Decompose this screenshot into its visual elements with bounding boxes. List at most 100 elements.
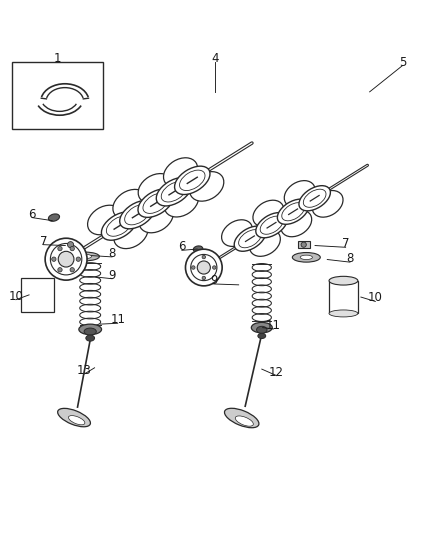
Text: 7: 7 xyxy=(342,237,350,251)
Ellipse shape xyxy=(191,168,209,183)
Ellipse shape xyxy=(125,205,150,225)
Ellipse shape xyxy=(178,176,196,191)
Ellipse shape xyxy=(266,217,283,230)
Ellipse shape xyxy=(225,408,259,427)
Ellipse shape xyxy=(260,216,283,235)
Text: 5: 5 xyxy=(399,55,406,69)
Ellipse shape xyxy=(185,249,222,286)
Ellipse shape xyxy=(251,227,267,240)
Circle shape xyxy=(212,266,216,269)
Ellipse shape xyxy=(191,254,217,280)
Ellipse shape xyxy=(128,208,145,222)
Ellipse shape xyxy=(138,189,173,217)
Ellipse shape xyxy=(282,207,298,220)
Ellipse shape xyxy=(49,214,60,221)
Ellipse shape xyxy=(284,181,315,207)
Ellipse shape xyxy=(234,226,266,251)
Ellipse shape xyxy=(314,188,329,200)
Ellipse shape xyxy=(197,261,210,274)
Ellipse shape xyxy=(250,230,280,256)
Ellipse shape xyxy=(298,197,314,211)
Text: 11: 11 xyxy=(266,319,281,332)
Ellipse shape xyxy=(139,203,173,233)
Ellipse shape xyxy=(299,185,330,211)
Ellipse shape xyxy=(235,416,253,426)
Circle shape xyxy=(202,255,205,259)
Bar xyxy=(12,62,103,129)
Text: 1: 1 xyxy=(54,52,61,65)
Ellipse shape xyxy=(329,310,358,317)
Text: 8: 8 xyxy=(108,247,116,260)
Ellipse shape xyxy=(71,252,99,261)
Ellipse shape xyxy=(50,244,82,275)
Ellipse shape xyxy=(68,416,85,425)
Ellipse shape xyxy=(86,335,95,341)
Ellipse shape xyxy=(312,190,343,217)
Text: 8: 8 xyxy=(346,252,353,265)
Ellipse shape xyxy=(84,328,96,335)
Ellipse shape xyxy=(190,172,224,201)
Ellipse shape xyxy=(277,199,309,224)
Text: 7: 7 xyxy=(40,235,47,248)
Bar xyxy=(297,241,310,248)
Ellipse shape xyxy=(166,184,184,199)
Text: 6: 6 xyxy=(178,240,186,253)
Ellipse shape xyxy=(45,238,87,280)
Ellipse shape xyxy=(193,246,203,252)
Bar xyxy=(329,281,358,313)
Ellipse shape xyxy=(235,237,251,249)
Ellipse shape xyxy=(253,200,284,227)
Text: 11: 11 xyxy=(110,313,125,326)
Text: 6: 6 xyxy=(28,208,36,221)
Ellipse shape xyxy=(141,200,158,214)
Ellipse shape xyxy=(300,255,312,260)
Circle shape xyxy=(76,257,81,261)
Ellipse shape xyxy=(282,203,304,221)
Ellipse shape xyxy=(163,158,198,187)
Ellipse shape xyxy=(58,252,74,267)
Ellipse shape xyxy=(101,212,137,240)
Ellipse shape xyxy=(78,254,92,259)
Ellipse shape xyxy=(304,189,326,207)
Bar xyxy=(64,241,77,248)
Ellipse shape xyxy=(175,166,210,195)
Text: 9: 9 xyxy=(108,269,116,282)
Ellipse shape xyxy=(113,189,147,219)
Ellipse shape xyxy=(258,333,266,338)
Circle shape xyxy=(58,246,62,251)
Ellipse shape xyxy=(120,200,155,229)
Ellipse shape xyxy=(58,408,91,427)
Circle shape xyxy=(58,268,62,272)
Ellipse shape xyxy=(256,213,287,238)
Ellipse shape xyxy=(156,177,192,206)
Bar xyxy=(21,278,54,312)
Text: 12: 12 xyxy=(269,366,284,378)
Ellipse shape xyxy=(239,230,261,248)
Ellipse shape xyxy=(143,193,169,213)
Ellipse shape xyxy=(161,182,187,202)
Text: 13: 13 xyxy=(77,364,92,377)
Ellipse shape xyxy=(102,224,120,238)
Ellipse shape xyxy=(292,253,320,262)
Circle shape xyxy=(52,257,56,261)
Ellipse shape xyxy=(222,220,252,246)
Text: 10: 10 xyxy=(8,290,23,303)
Ellipse shape xyxy=(281,210,312,237)
Circle shape xyxy=(191,266,195,269)
Ellipse shape xyxy=(180,170,205,190)
Text: 10: 10 xyxy=(368,292,383,304)
Ellipse shape xyxy=(114,219,148,248)
Ellipse shape xyxy=(153,192,171,206)
Text: 9: 9 xyxy=(210,274,218,287)
Ellipse shape xyxy=(67,241,74,248)
Ellipse shape xyxy=(106,216,132,236)
Ellipse shape xyxy=(88,205,122,235)
Text: 4: 4 xyxy=(211,52,219,65)
Ellipse shape xyxy=(138,174,172,203)
Ellipse shape xyxy=(164,188,198,217)
Circle shape xyxy=(70,268,74,272)
Circle shape xyxy=(70,246,74,251)
Ellipse shape xyxy=(257,326,267,333)
Ellipse shape xyxy=(329,276,358,285)
Ellipse shape xyxy=(251,322,272,333)
